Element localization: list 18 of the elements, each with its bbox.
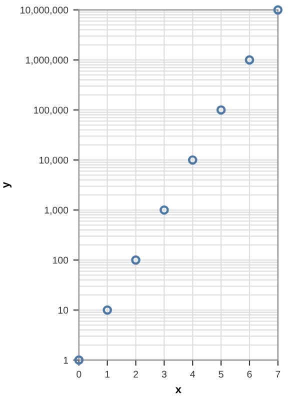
- y-tick-label: 1: [64, 356, 68, 364]
- x-tick-label: 6: [247, 370, 252, 378]
- y-tick-label: 100: [53, 256, 68, 264]
- x-tick-label: 2: [134, 370, 138, 378]
- x-tick-label: 1: [105, 370, 110, 378]
- y-tick-label: 1,000,000: [26, 56, 68, 65]
- y-tick-label: 10,000: [40, 156, 68, 165]
- y-tick-label: 10,000,000: [20, 6, 68, 15]
- x-tick-label: 4: [190, 370, 196, 378]
- x-axis-title: x: [175, 387, 182, 394]
- y-tick-label: 1,000: [44, 206, 68, 215]
- x-tick-label: 5: [218, 370, 224, 378]
- y-tick-label: 10: [58, 306, 68, 314]
- x-tick-label: 7: [276, 370, 280, 378]
- y-tick-label: 100,000: [34, 106, 68, 115]
- x-tick-label: 0: [76, 370, 82, 378]
- y-axis-title: y: [3, 182, 12, 188]
- x-tick-label: 3: [162, 370, 166, 378]
